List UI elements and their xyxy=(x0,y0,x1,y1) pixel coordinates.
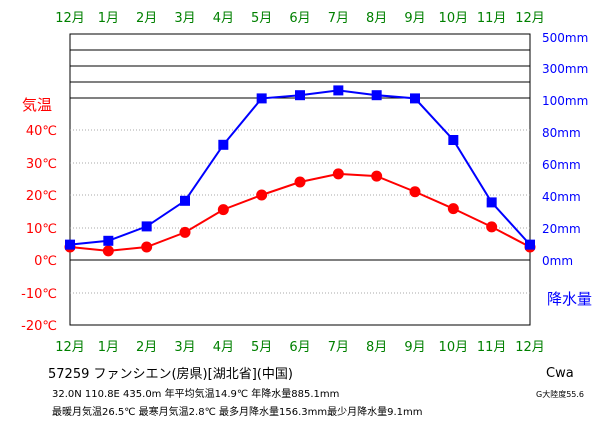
temperature-axis-title: 気温 xyxy=(22,96,52,114)
temp-tick-label: 10℃ xyxy=(26,222,57,237)
temperature-point xyxy=(102,245,114,257)
temperature-point xyxy=(447,203,459,215)
temperature-point xyxy=(486,221,498,233)
station-extremes: 最暖月気温26.5℃ 最寒月気温2.8℃ 最多月降水量156.3mm最少月降水量… xyxy=(52,407,423,418)
chart-grid xyxy=(69,33,531,326)
temperature-point xyxy=(332,168,344,180)
month-label-bottom: 9月 xyxy=(404,340,425,355)
month-label-top: 5月 xyxy=(251,11,272,26)
station-coords: 32.0N 110.8E 435.0m 年平均気温14.9℃ 年降水量885.1… xyxy=(52,389,340,400)
precipitation-line xyxy=(69,89,531,246)
precipitation-point xyxy=(333,85,344,96)
series-markers xyxy=(64,85,536,257)
precip-tick-label: 80mm xyxy=(542,126,581,140)
climate-class: Cwa xyxy=(546,366,574,381)
month-label-top: 7月 xyxy=(328,11,349,26)
plot-frame xyxy=(69,33,531,326)
temperature-point xyxy=(409,186,421,198)
month-label-top: 2月 xyxy=(136,11,157,26)
precip-tick-label: 40mm xyxy=(542,190,581,204)
month-label-bottom: 10月 xyxy=(439,340,469,355)
month-label-bottom: 7月 xyxy=(328,340,349,355)
station-name: 57259 ファンシエン(房県)[湖北省](中国) xyxy=(48,367,293,382)
precipitation-point xyxy=(486,197,497,208)
temperature-point xyxy=(141,241,153,253)
precipitation-point xyxy=(180,195,190,206)
precipitation-point xyxy=(410,93,420,104)
temperature-point xyxy=(294,176,306,188)
precipitation-point xyxy=(525,239,535,250)
precipitation-point xyxy=(103,235,114,246)
precip-tick-label: 0mm xyxy=(542,254,573,268)
top-month-labels: 12月 1月 2月 3月 4月 5月 6月 7月 8月 9月 10月 11月 12月 xyxy=(55,11,545,26)
month-label-bottom: 12月 xyxy=(515,340,545,355)
month-label-bottom: 5月 xyxy=(251,340,272,355)
temperature-point xyxy=(256,189,268,201)
temp-tick-label: 30℃ xyxy=(26,157,57,172)
month-label-top: 11月 xyxy=(477,11,507,26)
month-label-bottom: 2月 xyxy=(136,340,157,355)
month-label-top: 8月 xyxy=(366,11,387,26)
precipitation-point xyxy=(295,90,305,101)
continentality: G大陸度55.6 xyxy=(536,390,585,399)
month-label-bottom: 1月 xyxy=(98,340,119,355)
series-lines xyxy=(69,89,531,252)
precip-tick-label: 500mm xyxy=(542,31,588,45)
month-label-top: 10月 xyxy=(439,11,469,26)
month-label-top: 12月 xyxy=(55,11,85,26)
precipitation-point xyxy=(448,135,459,145)
precipitation-tick-labels: 500mm 300mm 100mm 80mm 60mm 40mm 20mm 0mm xyxy=(542,31,588,268)
precip-tick-label: 20mm xyxy=(542,222,581,236)
month-label-bottom: 3月 xyxy=(174,340,195,355)
temp-tick-label: 0℃ xyxy=(34,254,57,269)
temp-tick-label: 40℃ xyxy=(26,124,57,139)
temp-tick-label: 20℃ xyxy=(26,189,57,204)
precipitation-point xyxy=(65,239,75,250)
month-label-top: 4月 xyxy=(213,11,234,26)
temperature-point xyxy=(371,170,383,182)
precip-tick-label: 60mm xyxy=(542,158,581,172)
precipitation-axis-title: 降水量 xyxy=(547,290,592,308)
precip-tick-label: 100mm xyxy=(542,94,588,108)
month-label-bottom: 8月 xyxy=(366,340,387,355)
precip-tick-label: 300mm xyxy=(542,62,588,76)
temp-tick-label: -10℃ xyxy=(21,287,57,302)
month-label-top: 12月 xyxy=(515,11,545,26)
temp-tick-label: -20℃ xyxy=(21,319,57,334)
month-label-bottom: 6月 xyxy=(289,340,310,355)
precipitation-point xyxy=(371,90,382,101)
month-label-bottom: 12月 xyxy=(55,340,85,355)
precipitation-point xyxy=(256,93,267,104)
temperature-point xyxy=(217,204,229,216)
bottom-month-labels: 12月 1月 2月 3月 4月 5月 6月 7月 8月 9月 10月 11月 12月 xyxy=(55,340,545,355)
month-label-top: 1月 xyxy=(98,11,119,26)
precipitation-point xyxy=(218,139,229,150)
temperature-point xyxy=(179,226,191,238)
month-label-top: 3月 xyxy=(174,11,195,26)
month-label-bottom: 11月 xyxy=(477,340,507,355)
month-label-top: 6月 xyxy=(289,11,310,26)
month-label-top: 9月 xyxy=(404,11,425,26)
precipitation-point xyxy=(141,221,152,232)
month-label-bottom: 4月 xyxy=(213,340,234,355)
temperature-tick-labels: 40℃ 30℃ 20℃ 10℃ 0℃ -10℃ -20℃ xyxy=(21,124,57,334)
